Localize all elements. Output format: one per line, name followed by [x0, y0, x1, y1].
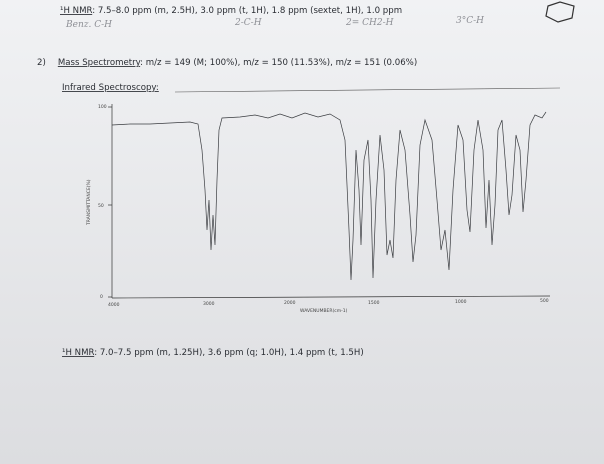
handwritten-note: 2= CH2-H	[345, 18, 394, 28]
x-tick-label: 1500	[368, 300, 380, 306]
top-nmr-text: : 7.5–8.0 ppm (m, 2.5H), 3.0 ppm (t, 1H)…	[92, 6, 402, 16]
spectrum-trace	[111, 111, 547, 281]
y-tick-label: 100	[98, 104, 107, 110]
ir-spectrum: 100 50 0 TRANSMITTANCE(%) 4000 3000 2000…	[86, 104, 551, 314]
top-nmr-line: ¹H NMR: 7.5–8.0 ppm (m, 2.5H), 3.0 ppm (…	[60, 6, 402, 16]
handwritten-note: 2-C-H	[234, 18, 262, 28]
handwritten-note: 3°C-H	[456, 16, 484, 26]
rule	[174, 87, 561, 93]
bottom-nmr-label: ¹H NMR	[62, 348, 94, 358]
x-axis-title: WAVENUMBER(cm-1)	[300, 308, 348, 314]
mass-spec-label: Mass Spectrometry	[58, 58, 141, 68]
bottom-nmr-text: : 7.0–7.5 ppm (m, 1.25H), 3.6 ppm (q; 1.…	[94, 348, 363, 358]
x-tick-label: 4000	[108, 302, 120, 308]
bottom-nmr-line: ¹H NMR: 7.0–7.5 ppm (m, 1.25H), 3.6 ppm …	[62, 348, 364, 358]
y-tick-label: 0	[100, 294, 103, 300]
x-tick-label: 1000	[455, 299, 467, 305]
x-tick-label: 3000	[203, 301, 215, 307]
y-axis-title: TRANSMITTANCE(%)	[86, 179, 92, 226]
x-tick-label: 500	[540, 298, 549, 304]
x-axis	[111, 295, 551, 299]
x-tick-label: 2000	[284, 300, 296, 306]
y-tick-label: 50	[98, 203, 104, 209]
top-nmr-label: ¹H NMR	[60, 6, 92, 16]
mass-spec-line: 2) Mass Spectrometry: m/z = 149 (M; 100%)…	[37, 58, 417, 68]
hand-drawn-ring	[545, 1, 575, 23]
ir-label: Infrared Spectroscopy:	[62, 83, 159, 93]
handwritten-note: Benz. C-H	[65, 20, 112, 30]
mass-spec-text: : m/z = 149 (M; 100%), m/z = 150 (11.53%…	[140, 58, 417, 68]
item-number: 2)	[37, 58, 46, 68]
